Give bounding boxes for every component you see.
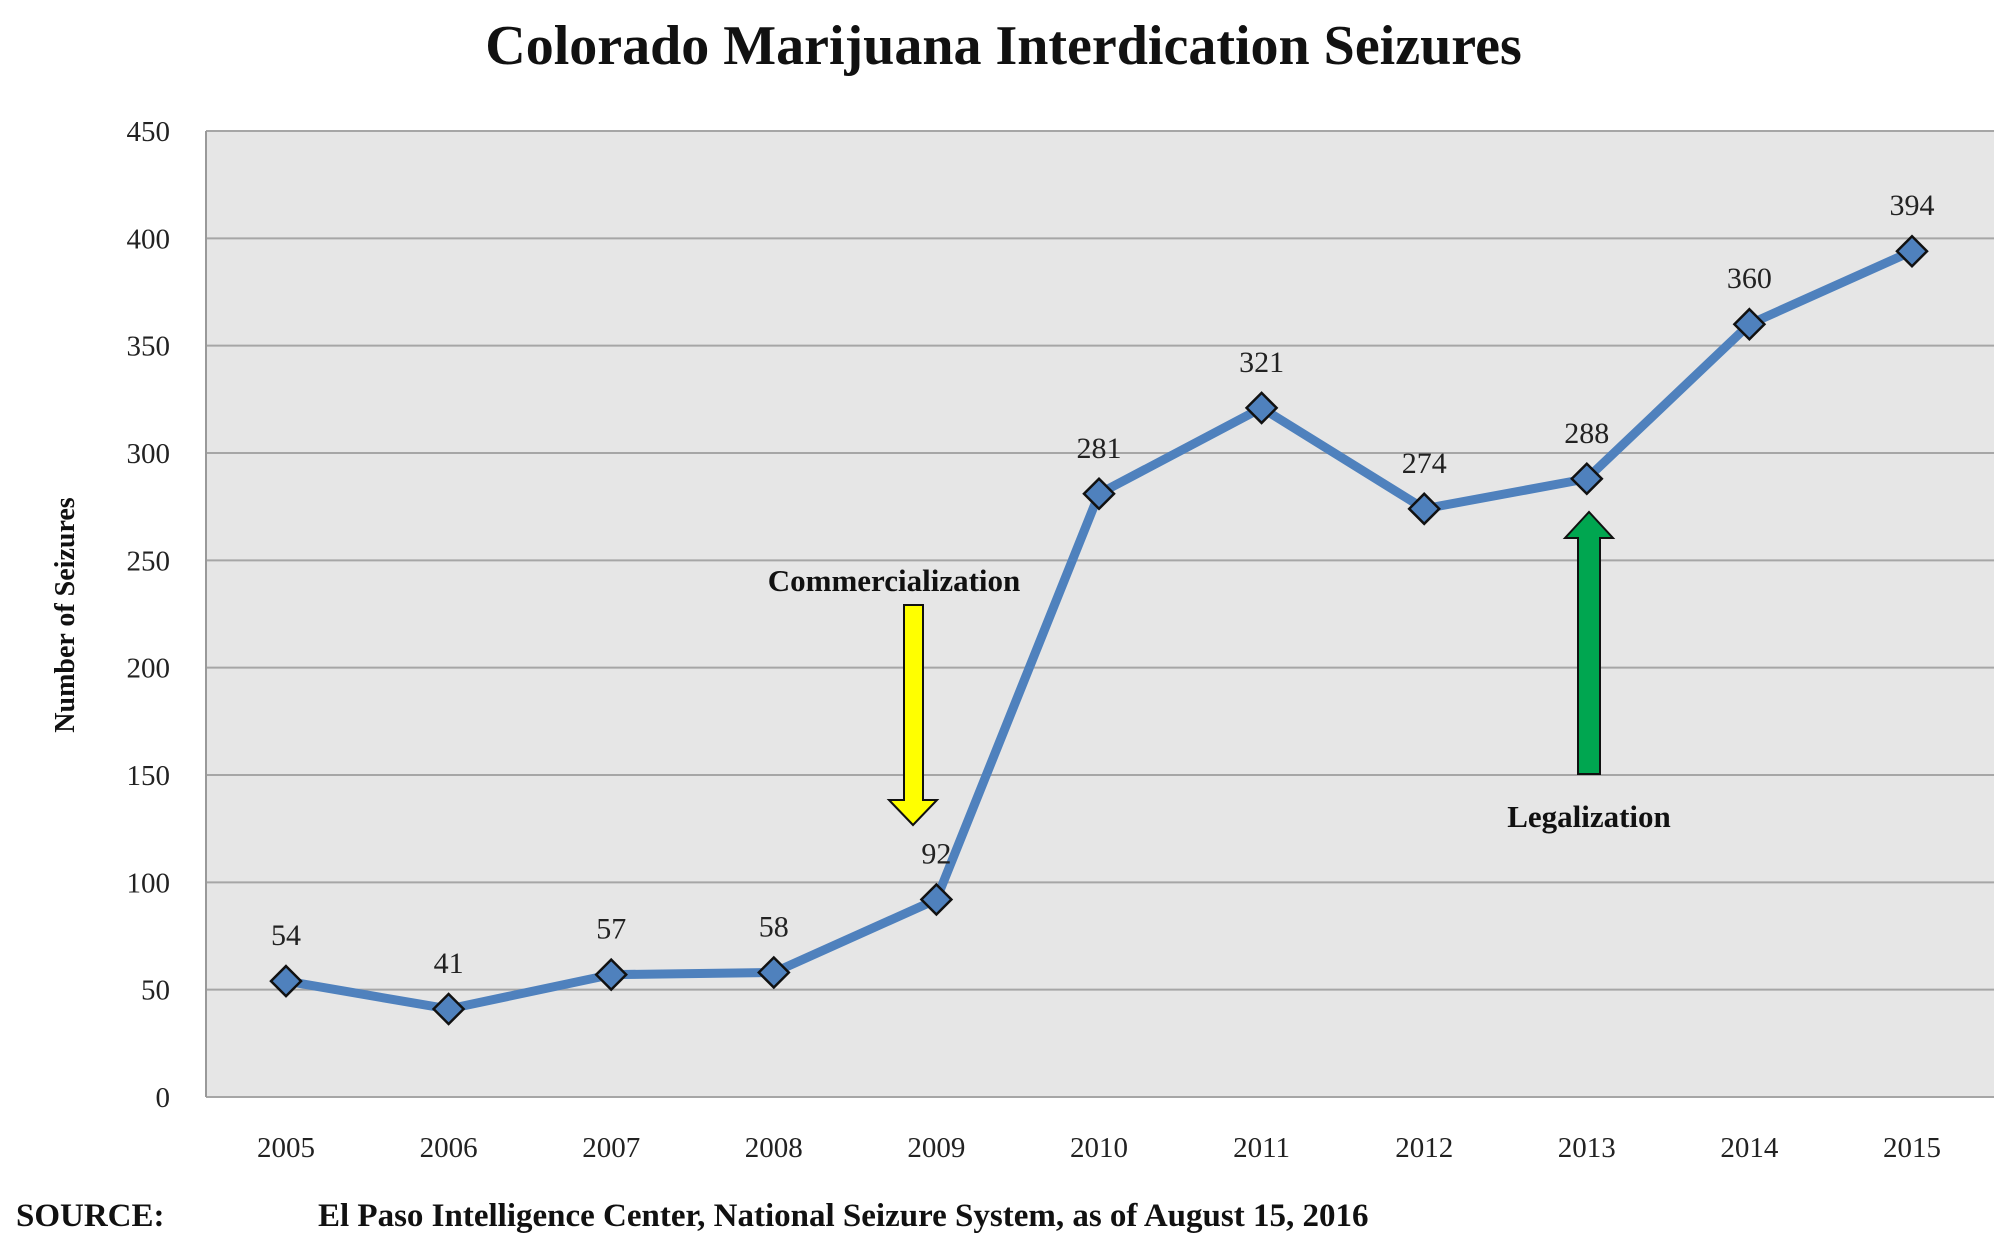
y-tick-label: 150 [127,760,171,792]
data-point [269,964,303,998]
annotation-commercialization: Commercialization [768,563,1021,598]
data-label: 321 [1239,346,1284,379]
y-tick-label: 200 [127,653,171,685]
y-tick-label: 450 [127,116,171,148]
arrow-up-icon [1562,510,1616,775]
x-tick-label: 2006 [420,1132,478,1164]
data-label: 57 [596,913,626,946]
data-point [431,992,466,1026]
data-point [919,882,954,917]
data-point [1082,477,1116,511]
annotation-legalization: Legalization [1507,799,1671,834]
data-point [1732,307,1767,341]
data-point [1570,461,1604,496]
y-tick-label: 100 [127,867,171,899]
x-tick-label: 2012 [1395,1132,1453,1164]
x-tick-label: 2007 [582,1132,640,1164]
x-tick-label: 2014 [1720,1132,1779,1164]
y-tick-label: 400 [127,223,171,255]
data-label: 41 [434,947,464,980]
data-point [1895,234,1929,268]
data-point [1244,391,1279,425]
arrow-down-icon [886,604,940,827]
data-label: 58 [759,910,789,943]
x-tick-label: 2015 [1883,1132,1941,1164]
y-tick-label: 50 [141,975,170,1007]
x-tick-label: 2011 [1233,1132,1290,1164]
x-tick-label: 2009 [907,1132,965,1164]
data-label: 274 [1402,447,1447,480]
x-tick-label: 2005 [257,1132,315,1164]
data-label: 281 [1077,432,1122,465]
y-tick-label: 250 [127,545,171,577]
x-tick-label: 2010 [1070,1132,1128,1164]
plot-area [206,131,1994,1097]
source-text: El Paso Intelligence Center, National Se… [318,1198,1369,1234]
data-label: 92 [921,838,951,871]
y-tick-label: 0 [156,1082,171,1114]
x-tick-label: 2013 [1558,1132,1616,1164]
data-point [594,957,628,992]
y-axis-label: Number of Seizures [50,497,81,732]
data-label: 360 [1727,262,1772,295]
data-point [757,955,791,990]
data-label: 54 [271,919,301,952]
data-label: 288 [1564,417,1609,450]
y-tick-label: 350 [127,331,171,363]
data-point [1407,492,1441,526]
x-tick-label: 2008 [745,1132,803,1164]
chart-title: Colorado Marijuana Interdication Seizure… [485,15,1522,77]
source-label: SOURCE: [16,1198,165,1234]
y-tick-label: 300 [127,438,171,470]
data-label: 394 [1890,189,1935,222]
